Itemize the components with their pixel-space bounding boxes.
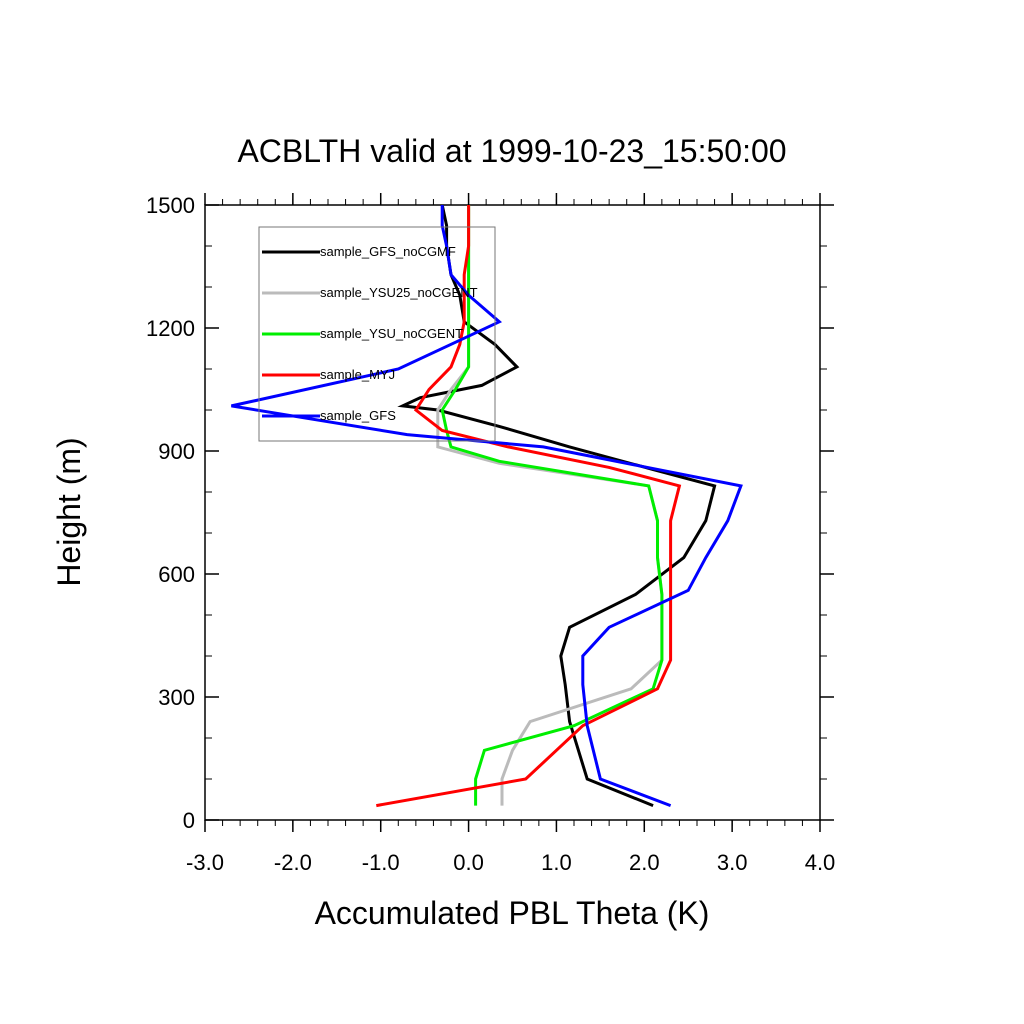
legend-box <box>258 226 496 442</box>
chart-title: ACBLTH valid at 1999-10-23_15:50:00 <box>237 133 786 169</box>
legend-label: sample_YSU25_noCGENT <box>320 285 478 300</box>
legend-label: sample_YSU_noCGENT <box>320 326 463 341</box>
y-tick-label: 0 <box>183 808 195 833</box>
x-tick-label: 0.0 <box>453 850 484 875</box>
x-tick-label: 3.0 <box>717 850 748 875</box>
x-tick-label: -2.0 <box>274 850 312 875</box>
x-tick-label: 2.0 <box>629 850 660 875</box>
series-line-sample_GFS_noCGMF <box>397 204 717 807</box>
y-tick-label: 1500 <box>146 193 195 218</box>
legend-label: sample_MYJ <box>320 367 395 382</box>
x-axis-label: Accumulated PBL Theta (K) <box>315 895 710 931</box>
legend-label: sample_GFS_noCGMF <box>320 244 456 259</box>
plot-area <box>204 204 821 821</box>
x-tick-label: 1.0 <box>541 850 572 875</box>
series-lines <box>231 204 743 808</box>
legend-label: sample_GFS <box>320 408 396 423</box>
plot-frame <box>204 204 821 821</box>
legend: sample_GFS_noCGMF sample_YSU25_noCGENTsam… <box>258 226 496 442</box>
series-line-sample_GFS <box>231 205 743 808</box>
y-tick-label: 600 <box>158 562 195 587</box>
y-tick-label: 300 <box>158 685 195 710</box>
y-axis-label: Height (m) <box>51 437 87 586</box>
x-tick-label: -3.0 <box>186 850 224 875</box>
y-tick-label: 1200 <box>146 316 195 341</box>
x-tick-label: 4.0 <box>805 850 836 875</box>
y-tick-label: 900 <box>158 439 195 464</box>
x-tick-label: -1.0 <box>362 850 400 875</box>
axis-ticks: -3.0 -2.0 -1.0 0.0 1.0 2.0 3.0 4.0 0 300 600 900 120… <box>146 193 835 875</box>
series-line-sample_YSU_noCGENT <box>440 205 664 806</box>
